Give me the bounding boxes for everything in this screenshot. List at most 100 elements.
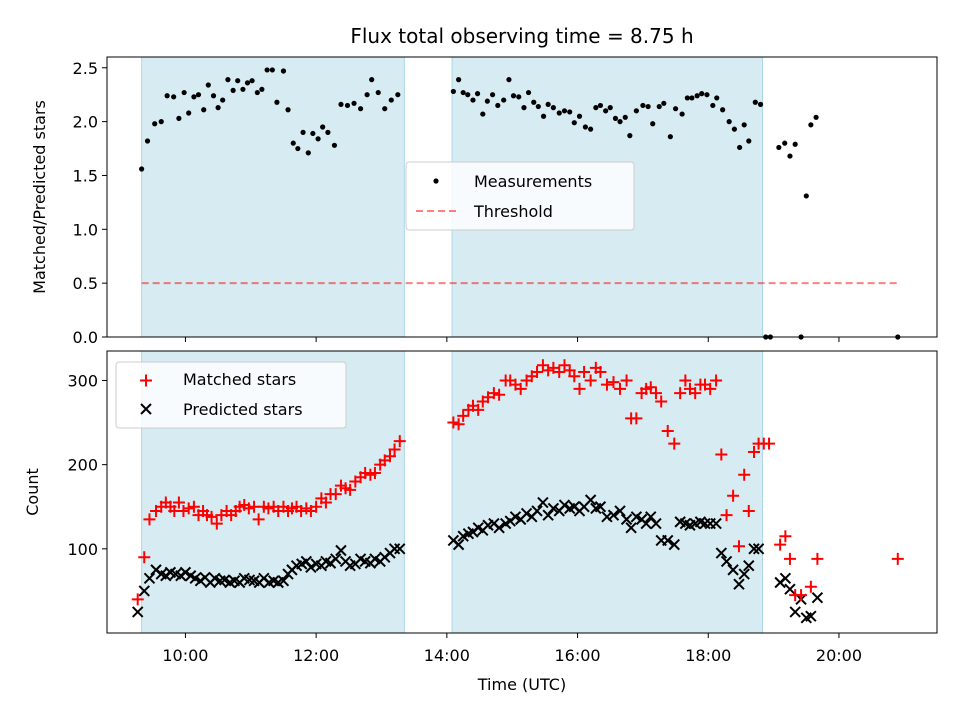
matched-stars-point [748,446,761,459]
predicted-stars-point [811,591,824,604]
measurement-point [672,106,679,112]
measurement-point [144,138,151,144]
matched-stars-point [383,450,396,463]
matched-stars-point [594,366,607,379]
predicted-stars-point [335,544,347,557]
measurement-point [215,105,221,111]
measurement-point [388,97,394,103]
predicted-stars-point [132,606,144,618]
predicted-stars-point [645,511,657,523]
predicted-stars-point [625,522,637,534]
measurement-point [191,94,197,100]
matched-stars-point [578,366,591,379]
predicted-stars-point [388,543,401,555]
matched-stars-point [720,509,733,522]
x-tick-label: 12:00 [293,646,339,665]
measurement-point [344,102,351,109]
measurement-point [176,115,182,121]
matched-stars-point [607,376,620,389]
top-band-1 [141,56,405,338]
x-tick-label: 18:00 [685,646,731,665]
measurement-point [776,144,782,151]
matched-stars-point [811,552,824,565]
matched-stars-point [689,387,702,400]
measurement-point [395,92,401,98]
predicted-stars-point [493,522,505,534]
matched-stars-point [319,496,332,509]
matched-stars-point [487,387,500,400]
predicted-stars-point [277,575,290,587]
measurement-point [726,119,732,125]
measurement-point [545,101,551,107]
measurement-point [139,166,145,172]
predicted-stars-point [650,517,662,530]
predicted-stars-point [394,543,406,555]
measurement-point [782,140,788,146]
matched-stars-point [795,589,808,602]
predicted-legend-marker [140,403,152,415]
measurement-point [310,130,316,137]
predicted-stars-point [620,513,633,526]
measurement-point [195,92,202,98]
predicted-stars-point [748,543,760,555]
measurement-point [351,100,357,106]
measurement-point [254,89,260,96]
matched-stars-point [584,374,597,387]
predicted-stars-point [805,610,817,622]
predicted-stars-point [138,585,150,597]
measurement-point [450,88,456,95]
measurement-point [264,67,270,73]
matched-stars-point [668,437,681,450]
measurement-point [465,92,471,98]
predicted-stars-series [132,494,824,624]
predicted-stars-point [699,517,711,530]
matched-stars-point [783,552,796,565]
predicted-stars-point [738,568,750,580]
measurement-point [325,129,331,135]
matched-stars-point [447,416,460,429]
measurement-point [501,97,507,103]
legend-matched: Matched stars [183,370,296,389]
measurement-point [813,114,819,120]
matched-stars-point [630,412,643,425]
matched-stars-point [368,467,381,480]
matched-stars-point [252,513,265,526]
measurement-point [171,94,177,100]
measurement-point [714,95,720,101]
matched-stars-point [704,382,717,395]
measurement-point [667,134,673,140]
matched-stars-point [536,359,549,372]
y-tick-label: 2.0 [73,113,98,132]
matched-stars-point [143,513,156,526]
measurement-point [645,103,651,110]
matched-stars-point [655,395,668,408]
measurement-point [710,102,716,109]
measurement-point [556,110,562,116]
x-axis-label: Time (UTC) [477,675,566,694]
chart-title: Flux total observing time = 8.75 h [350,24,693,48]
bottom-panel: 100 200 300 10:00 12:00 14:00 16:00 18:00 20:00… [23,350,938,694]
predicted-stars-point [531,505,543,517]
measurement-point [588,126,594,132]
measurement-point [661,100,667,106]
measurement-point [808,122,814,128]
measurement-point [285,107,291,113]
matched-stars-point [131,593,144,606]
predicted-stars-point [743,559,755,572]
matched-stars-point [177,504,190,517]
measurement-point [230,87,236,93]
measurement-point [593,105,599,111]
matched-stars-point [262,502,275,515]
bottom-plot-frame [106,350,938,634]
measurement-point [531,99,537,105]
measurement-point [474,91,481,97]
measurement-point [375,89,381,96]
matched-stars-point [779,530,792,543]
measurement-point [164,93,170,99]
measurement-point [656,103,662,110]
predicted-stars-point [789,606,801,618]
measurement-point [803,193,809,199]
predicted-stars-point [752,543,765,555]
measurement-point [535,103,541,110]
